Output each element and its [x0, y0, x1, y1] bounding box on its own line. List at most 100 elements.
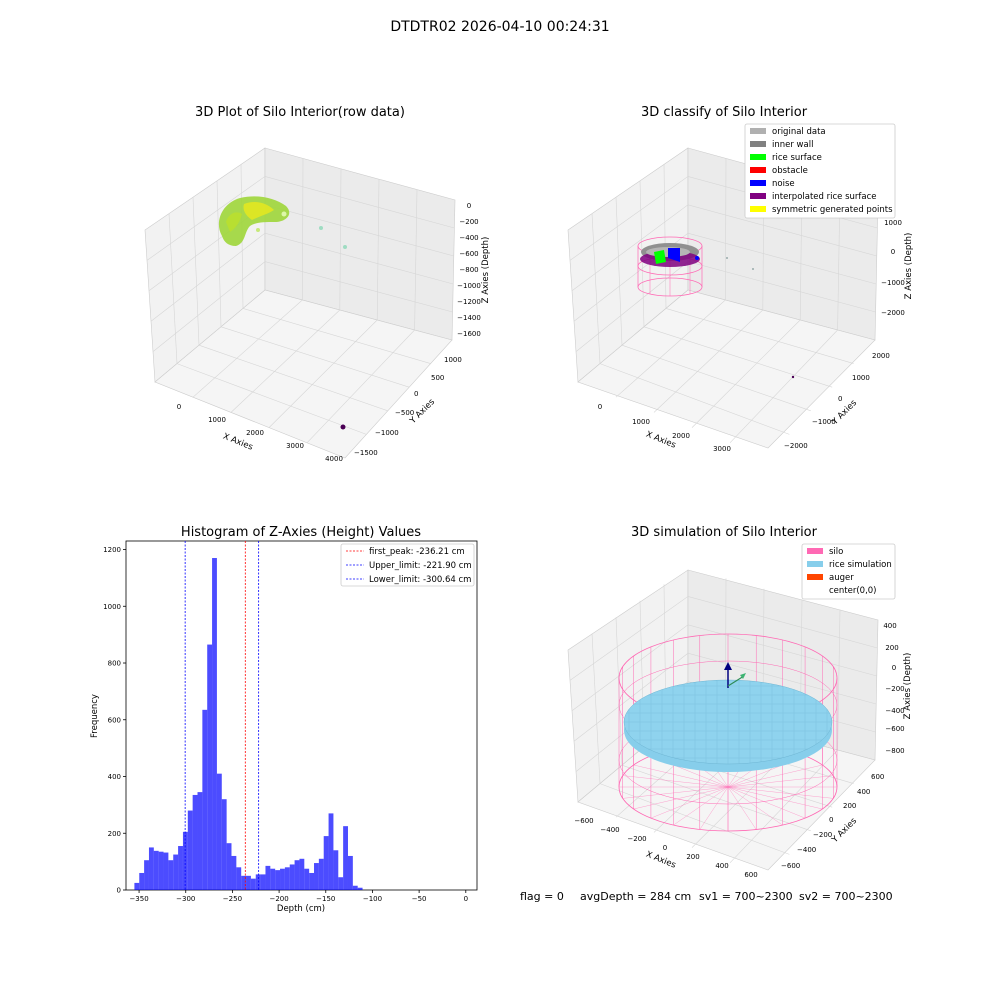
- svg-text:original data: original data: [772, 127, 826, 137]
- histogram-x-tick-label: 0: [464, 895, 468, 903]
- svg-text:−500: −500: [395, 409, 414, 417]
- histogram-bar: [357, 887, 363, 890]
- histogram-x-axis-label: Depth (cm): [277, 904, 325, 914]
- histogram-title: Histogram of Z-Axies (Height) Values: [181, 525, 421, 540]
- histogram-bar: [250, 878, 256, 890]
- histogram-bar: [148, 847, 154, 890]
- svg-text:3000: 3000: [286, 442, 304, 450]
- histogram-bars: [134, 558, 363, 890]
- histogram-x-tick-label: −250: [223, 895, 242, 903]
- classify-point-cloud: [637, 236, 795, 379]
- svg-text:inner wall: inner wall: [772, 140, 813, 150]
- svg-text:symmetric generated points: symmetric generated points: [772, 205, 893, 215]
- histogram-bar: [318, 858, 324, 890]
- histogram-bar: [168, 860, 174, 890]
- sv2-status: sv2 = 700~2300: [799, 890, 893, 903]
- histogram-bar: [289, 864, 295, 890]
- svg-text:−400: −400: [885, 707, 904, 715]
- simulation-z-axis-label: Z Axies (Depth): [903, 653, 913, 720]
- classify-legend: original data inner wall rice surface ob…: [744, 123, 896, 219]
- panel-raw-3d: 3D Plot of Silo Interior(row data) 0 100…: [144, 105, 491, 463]
- histogram-x-tick-label: −200: [269, 895, 288, 903]
- svg-text:0: 0: [177, 403, 181, 411]
- histogram-bar: [304, 868, 310, 890]
- histogram-bar: [163, 852, 169, 890]
- svg-text:0: 0: [467, 202, 471, 210]
- histogram-x-ticks: −350 −300 −250 −200 −150 −100 −50 0: [129, 890, 468, 903]
- histogram-bar: [265, 865, 271, 890]
- svg-text:−200: −200: [459, 218, 478, 226]
- svg-text:0: 0: [829, 816, 833, 824]
- histogram-y-ticks: 0 200 400 600 800 1000 1200: [103, 546, 126, 895]
- svg-text:−1600: −1600: [457, 330, 481, 338]
- histogram-y-tick-label: 400: [108, 773, 121, 781]
- panel-simulation-3d: 3D simulation of Silo Interior: [567, 525, 913, 879]
- histogram-bar: [178, 846, 183, 890]
- svg-text:−1500: −1500: [354, 449, 378, 457]
- panel-histogram: Histogram of Z-Axies (Height) Values −35…: [90, 525, 478, 914]
- classify-panel-title: 3D classify of Silo Interior: [641, 105, 808, 120]
- svg-text:obstacle: obstacle: [772, 166, 808, 176]
- raw-panel-title: 3D Plot of Silo Interior(row data): [195, 105, 405, 120]
- svg-text:0: 0: [414, 390, 418, 398]
- simulation-x-ticks: −600 −400 −200 0 200 400 600: [574, 817, 757, 879]
- histogram-x-tick-label: −150: [316, 895, 335, 903]
- histogram-legend: first_peak: -236.21 cm Upper_limit: -221…: [340, 543, 475, 587]
- avg-depth-status: avgDepth = 284 cm: [580, 890, 691, 903]
- simulation-panel-title: 3D simulation of Silo Interior: [631, 525, 818, 540]
- svg-text:0: 0: [598, 403, 602, 411]
- histogram-bar: [255, 874, 261, 890]
- svg-text:0: 0: [891, 248, 895, 256]
- auger-and-center-marker: [724, 662, 746, 688]
- histogram-bar: [270, 868, 276, 890]
- svg-text:1000: 1000: [208, 416, 226, 424]
- histogram-bar: [231, 855, 237, 890]
- svg-text:0: 0: [892, 664, 896, 672]
- svg-text:1000: 1000: [444, 356, 462, 364]
- histogram-bar: [153, 850, 159, 890]
- svg-text:Upper_limit: -221.90 cm: Upper_limit: -221.90 cm: [369, 561, 472, 571]
- svg-text:−1000: −1000: [812, 418, 836, 426]
- svg-text:4000: 4000: [325, 455, 343, 463]
- svg-text:Lower_limit: -300.64 cm: Lower_limit: -300.64 cm: [369, 575, 471, 585]
- histogram-bar: [284, 867, 290, 890]
- classify-z-axis-label: Z Axies (Depth): [904, 233, 914, 300]
- histogram-bar: [221, 799, 227, 890]
- histogram-bar: [192, 794, 198, 890]
- histogram-bar: [197, 792, 203, 890]
- svg-text:600: 600: [871, 773, 884, 781]
- svg-text:1000: 1000: [884, 219, 902, 227]
- histogram-y-tick-label: 0: [117, 887, 121, 895]
- histogram-bar: [134, 882, 140, 890]
- histogram-bar: [299, 858, 305, 890]
- histogram-x-tick-label: −100: [363, 895, 382, 903]
- histogram-y-axis-label: Frequency: [90, 694, 100, 738]
- histogram-bar: [202, 709, 208, 890]
- histogram-x-tick-label: −350: [129, 895, 148, 903]
- histogram-bar: [347, 855, 353, 890]
- svg-text:−1000: −1000: [457, 282, 481, 290]
- histogram-bar: [212, 558, 217, 890]
- histogram-bar: [260, 874, 266, 890]
- histogram-y-tick-label: 600: [108, 716, 121, 724]
- svg-text:auger: auger: [829, 573, 854, 583]
- svg-text:2000: 2000: [246, 429, 264, 437]
- histogram-reference-lines: [184, 541, 260, 890]
- svg-text:−200: −200: [885, 685, 904, 693]
- histogram-bar: [226, 843, 232, 890]
- histogram-x-tick-label: −50: [412, 895, 427, 903]
- classify-y-ticks: −2000 −1000 0 1000 2000: [784, 352, 890, 450]
- classify-z-ticks: 1000 0 −1000 −2000: [881, 219, 905, 317]
- classify-x-ticks: 0 1000 2000 3000: [598, 403, 731, 453]
- svg-text:−2000: −2000: [784, 442, 808, 450]
- histogram-bar: [241, 875, 247, 890]
- figure-suptitle: DTDTR02 2026-04-10 00:24:31: [390, 19, 609, 35]
- svg-text:−600: −600: [459, 250, 478, 258]
- svg-text:rice simulation: rice simulation: [829, 560, 892, 570]
- svg-text:−1000: −1000: [375, 429, 399, 437]
- simulation-legend: silo rice simulation auger center(0,0): [801, 543, 896, 600]
- simulation-y-ticks: −600 −400 −200 0 200 400 600: [781, 773, 884, 870]
- raw-z-axis-label: Z Axies (Depth): [481, 237, 491, 304]
- histogram-bar: [173, 854, 179, 890]
- histogram-bar: [352, 885, 358, 890]
